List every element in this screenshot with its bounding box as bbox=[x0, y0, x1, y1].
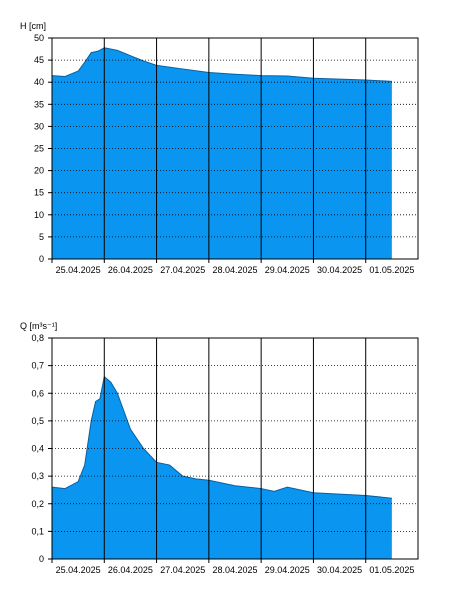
x-tick-label: 27.04.2025 bbox=[160, 265, 205, 275]
series-area bbox=[52, 376, 392, 559]
chart-panel-2: 0 0,1 0,2 0,3 0,4 0,5 0,6 0,7 0,8 25.04.2025 26.04… bbox=[20, 321, 419, 575]
y-axis-label: H [cm] bbox=[20, 21, 46, 31]
y-axis-label: Q [m³s⁻¹] bbox=[20, 321, 57, 331]
y-tick-label: 50 bbox=[34, 33, 44, 43]
x-tick-label: 30.04.2025 bbox=[317, 265, 362, 275]
x-tick-label: 28.04.2025 bbox=[212, 565, 257, 575]
plot-frame bbox=[51, 37, 419, 260]
y-tick-label: 35 bbox=[34, 99, 44, 109]
y-tick-label: 10 bbox=[34, 210, 44, 220]
y-tick-label: 25 bbox=[34, 144, 44, 154]
x-tick-label: 29.04.2025 bbox=[265, 565, 310, 575]
x-tick-label: 28.04.2025 bbox=[212, 265, 257, 275]
y-tick-label: 0 bbox=[39, 254, 44, 264]
y-tick-label: 0,7 bbox=[31, 361, 44, 371]
y-tick-label: 0,4 bbox=[31, 444, 44, 454]
y-tick-label: 45 bbox=[34, 55, 44, 65]
y-tick-label: 40 bbox=[34, 77, 44, 87]
y-tick-label: 30 bbox=[34, 121, 44, 131]
y-tick-label: 0,2 bbox=[31, 499, 44, 509]
y-tick-label: 0 bbox=[39, 554, 44, 564]
y-tick-label: 0,5 bbox=[31, 416, 44, 426]
x-tick-label: 29.04.2025 bbox=[265, 265, 310, 275]
y-tick-label: 0,1 bbox=[31, 526, 44, 536]
x-tick-label: 01.05.2025 bbox=[369, 565, 414, 575]
plot-frame bbox=[51, 337, 419, 560]
y-tick-label: 5 bbox=[39, 232, 44, 242]
y-tick-label: 15 bbox=[34, 188, 44, 198]
series-line bbox=[51, 47, 392, 82]
y-tick-label: 20 bbox=[34, 166, 44, 176]
y-tick-label: 0,3 bbox=[31, 471, 44, 481]
y-tick-label: 0,6 bbox=[31, 388, 44, 398]
x-tick-label: 01.05.2025 bbox=[369, 265, 414, 275]
x-tick-label: 26.04.2025 bbox=[108, 565, 153, 575]
x-tick-label: 26.04.2025 bbox=[108, 265, 153, 275]
y-tick-label: 0,8 bbox=[31, 333, 44, 343]
series-area bbox=[52, 47, 392, 259]
x-tick-label: 25.04.2025 bbox=[56, 265, 101, 275]
chart-panel-1: 0 5 10 15 20 25 30 35 40 45 50 25.04.2025 26.04.2025… bbox=[20, 21, 419, 275]
x-tick-label: 25.04.2025 bbox=[56, 565, 101, 575]
x-tick-label: 27.04.2025 bbox=[160, 565, 205, 575]
x-tick-label: 30.04.2025 bbox=[317, 565, 362, 575]
